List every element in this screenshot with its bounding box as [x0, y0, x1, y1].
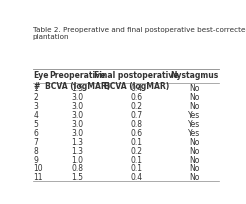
Text: 0.6: 0.6: [130, 92, 142, 101]
Text: Yes: Yes: [188, 110, 200, 119]
Text: 0.7: 0.7: [130, 110, 142, 119]
Text: Preoperative
BCVA (logMAR): Preoperative BCVA (logMAR): [45, 71, 110, 90]
Text: 2: 2: [34, 92, 38, 101]
Text: No: No: [189, 164, 200, 173]
Text: 3: 3: [34, 101, 38, 110]
Text: No: No: [189, 137, 200, 146]
Text: 10: 10: [34, 164, 43, 173]
Text: 7: 7: [34, 137, 38, 146]
Text: No: No: [189, 173, 200, 182]
Text: Yes: Yes: [188, 119, 200, 128]
Text: 1.3: 1.3: [72, 137, 83, 146]
Text: No: No: [189, 101, 200, 110]
Text: 6: 6: [34, 128, 38, 137]
Text: 0.4: 0.4: [130, 173, 142, 182]
Text: 3.0: 3.0: [71, 119, 84, 128]
Text: No: No: [189, 155, 200, 164]
Text: 9: 9: [34, 155, 38, 164]
Text: 3.0: 3.0: [71, 128, 84, 137]
Text: 1: 1: [34, 83, 38, 92]
Text: Nystagmus: Nystagmus: [170, 71, 218, 80]
Text: 1.5: 1.5: [72, 83, 83, 92]
Text: 0.1: 0.1: [130, 137, 142, 146]
Text: No: No: [189, 92, 200, 101]
Text: 0.1: 0.1: [130, 155, 142, 164]
Text: No: No: [189, 146, 200, 155]
Text: 1.0: 1.0: [72, 155, 83, 164]
Text: 0.1: 0.1: [130, 164, 142, 173]
Text: 5: 5: [34, 119, 38, 128]
Text: Yes: Yes: [188, 128, 200, 137]
Text: No: No: [189, 83, 200, 92]
Text: Final postoperative
BCVA (logMAR): Final postoperative BCVA (logMAR): [94, 71, 179, 90]
Text: 4: 4: [34, 110, 38, 119]
Text: 11: 11: [34, 173, 43, 182]
Text: 0.4: 0.4: [130, 83, 142, 92]
Text: Eye
#: Eye #: [34, 71, 49, 90]
Text: 3.0: 3.0: [71, 101, 84, 110]
Text: 0.2: 0.2: [130, 146, 142, 155]
Text: 1.3: 1.3: [72, 146, 83, 155]
Text: 0.8: 0.8: [72, 164, 83, 173]
Text: 3.0: 3.0: [71, 110, 84, 119]
Text: 3.0: 3.0: [71, 92, 84, 101]
Text: 8: 8: [34, 146, 38, 155]
Text: 0.8: 0.8: [130, 119, 142, 128]
Text: Table 2. Preoperative and final postoperative best-corrected visual acuity (BCVA: Table 2. Preoperative and final postoper…: [33, 26, 246, 40]
Text: 0.2: 0.2: [130, 101, 142, 110]
Text: 0.6: 0.6: [130, 128, 142, 137]
Text: 1.5: 1.5: [72, 173, 83, 182]
